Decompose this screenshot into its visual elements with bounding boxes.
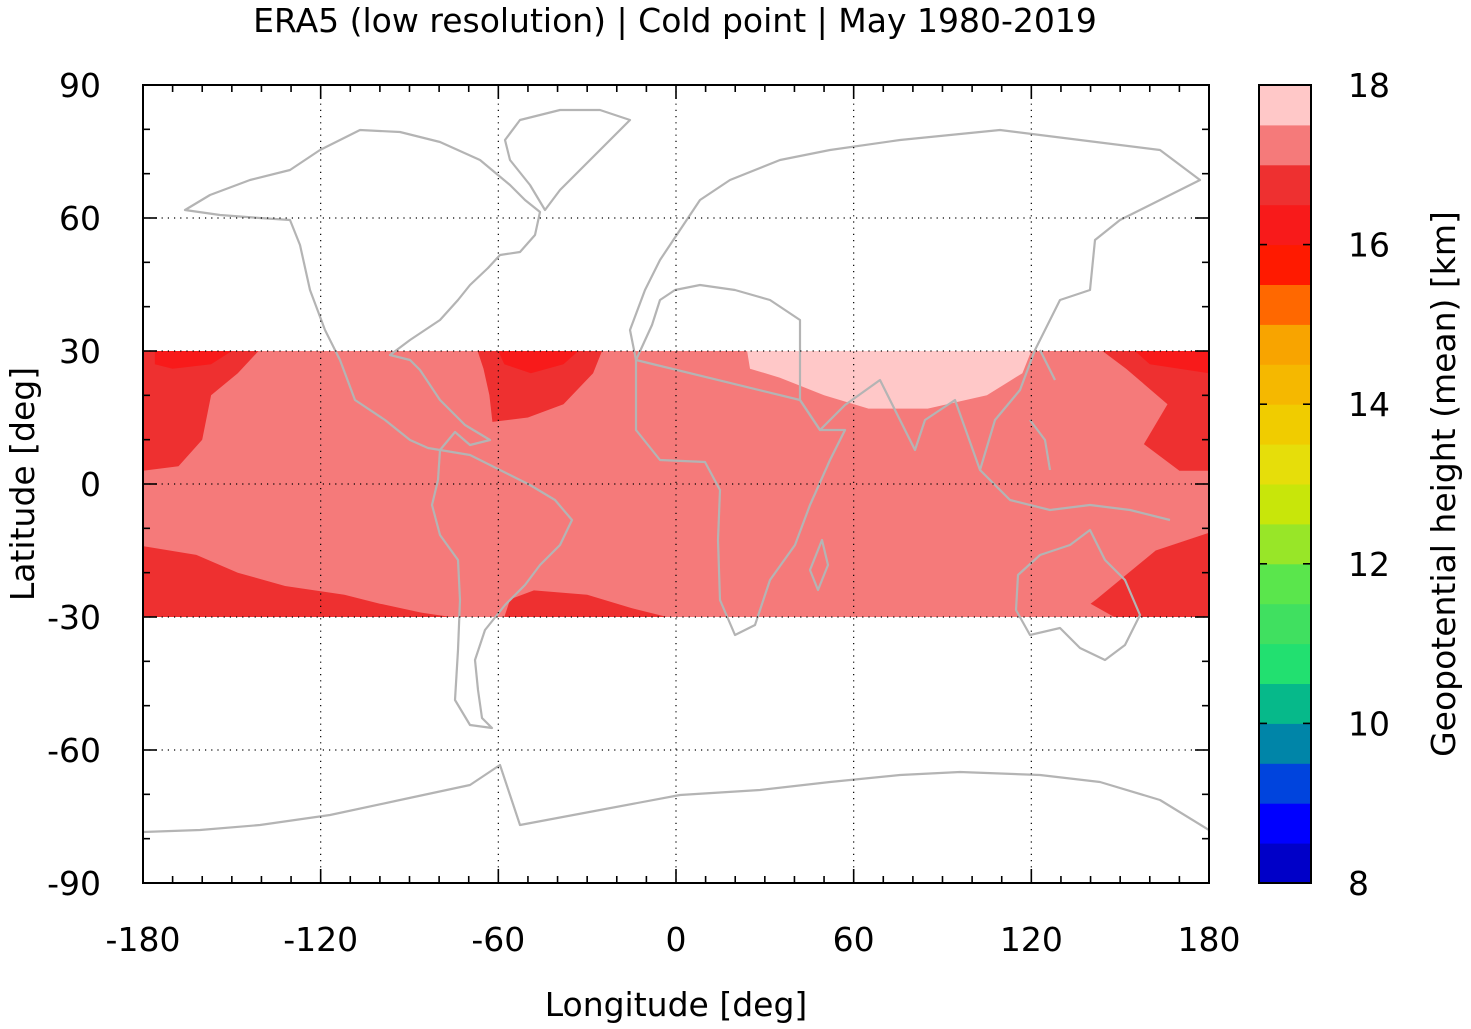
coastline-australia — [1014, 528, 1142, 662]
coastline-maritime — [979, 349, 1171, 522]
field-region-9 — [747, 351, 1032, 409]
colorbar-tick-label: 12 — [1348, 545, 1390, 584]
colorbar-segment-9 — [1259, 484, 1311, 525]
field-region-5 — [1090, 532, 1209, 617]
coastline-africa-eurasia — [628, 128, 1202, 472]
colorbar-segment-17 — [1259, 164, 1311, 206]
coastline-antarctica — [143, 763, 1209, 834]
coastline-north-america — [183, 128, 542, 452]
colorbar-segment-10 — [1259, 444, 1311, 485]
colorbar-tick-label: 16 — [1348, 226, 1390, 265]
coastline-greenland — [503, 108, 632, 212]
field-region-7 — [498, 351, 579, 374]
colorbar-segment-8 — [1259, 523, 1311, 565]
coastlines — [143, 108, 1209, 834]
colorbar-tick-label: 10 — [1348, 704, 1390, 743]
y-tick-label: -30 — [47, 598, 101, 637]
colorbar-tick-label: 18 — [1348, 66, 1390, 105]
coastline-madagascar — [808, 538, 830, 592]
colorbar-segment-7 — [1259, 563, 1311, 605]
colorbar-segment-15 — [1259, 244, 1311, 285]
colorbar-segment-0 — [1259, 843, 1311, 884]
colorbar-segment-16 — [1259, 204, 1311, 246]
y-tick-label: -90 — [47, 864, 101, 903]
colorbar-segment-13 — [1259, 324, 1311, 365]
coastline-africa-south — [634, 358, 847, 637]
field-region-2 — [477, 351, 602, 422]
colorbar-segment-12 — [1259, 364, 1311, 405]
colorbar-segment-6 — [1259, 603, 1311, 645]
x-tick-label: -120 — [283, 920, 358, 959]
colorbar-segment-18 — [1259, 124, 1311, 166]
x-tick-label: 60 — [833, 920, 875, 959]
y-tick-label: 30 — [59, 332, 101, 371]
field-region-8 — [1135, 351, 1209, 374]
colorbar-segment-1 — [1259, 803, 1311, 844]
y-axis-tick-labels: 90 60 30 0 -30 -60 -90 — [47, 66, 101, 903]
y-tick-label: -60 — [47, 731, 101, 770]
axis-ticks — [142, 84, 1210, 884]
colorbar-segment-5 — [1259, 643, 1311, 684]
colorbar-segment-3 — [1259, 723, 1311, 764]
x-tick-label: 0 — [666, 920, 687, 959]
chart-title: ERA5 (low resolution) | Cold point | May… — [253, 1, 1097, 40]
y-tick-label: 90 — [59, 66, 101, 105]
field-region-3 — [504, 590, 668, 617]
colorbar-tick-labels: 8 10 12 14 16 18 — [1348, 66, 1390, 903]
coastline-south-america — [430, 448, 574, 730]
colorbar-frame — [1258, 84, 1312, 884]
field-region-4 — [1102, 351, 1209, 471]
field-region-0 — [143, 351, 259, 471]
x-tick-label: -60 — [471, 920, 525, 959]
plot-area — [143, 85, 1209, 883]
colorbar-segment-4 — [1259, 683, 1311, 724]
colorbar-label: Geopotential height (mean) [km] — [1424, 211, 1463, 757]
field-region-1 — [143, 546, 451, 617]
colorbar-tick-label: 8 — [1348, 864, 1369, 903]
x-axis-label: Longitude [deg] — [545, 985, 808, 1024]
x-tick-label: 120 — [1000, 920, 1063, 959]
x-tick-label: -180 — [106, 920, 181, 959]
colorbar — [1259, 84, 1311, 884]
x-axis-tick-labels: -180 -120 -60 0 60 120 180 — [106, 920, 1241, 959]
colorbar-segment-2 — [1259, 763, 1311, 804]
colorbar-segment-14 — [1259, 284, 1311, 325]
y-tick-label: 0 — [80, 465, 101, 504]
y-axis-label: Latitude [deg] — [3, 367, 42, 601]
colorbar-segment-11 — [1259, 404, 1311, 445]
colorbar-segment-19 — [1259, 85, 1311, 126]
x-tick-label: 180 — [1178, 920, 1241, 959]
field-region-6 — [154, 351, 232, 369]
colorbar-tick-label: 14 — [1348, 385, 1390, 424]
y-tick-label: 60 — [59, 199, 101, 238]
